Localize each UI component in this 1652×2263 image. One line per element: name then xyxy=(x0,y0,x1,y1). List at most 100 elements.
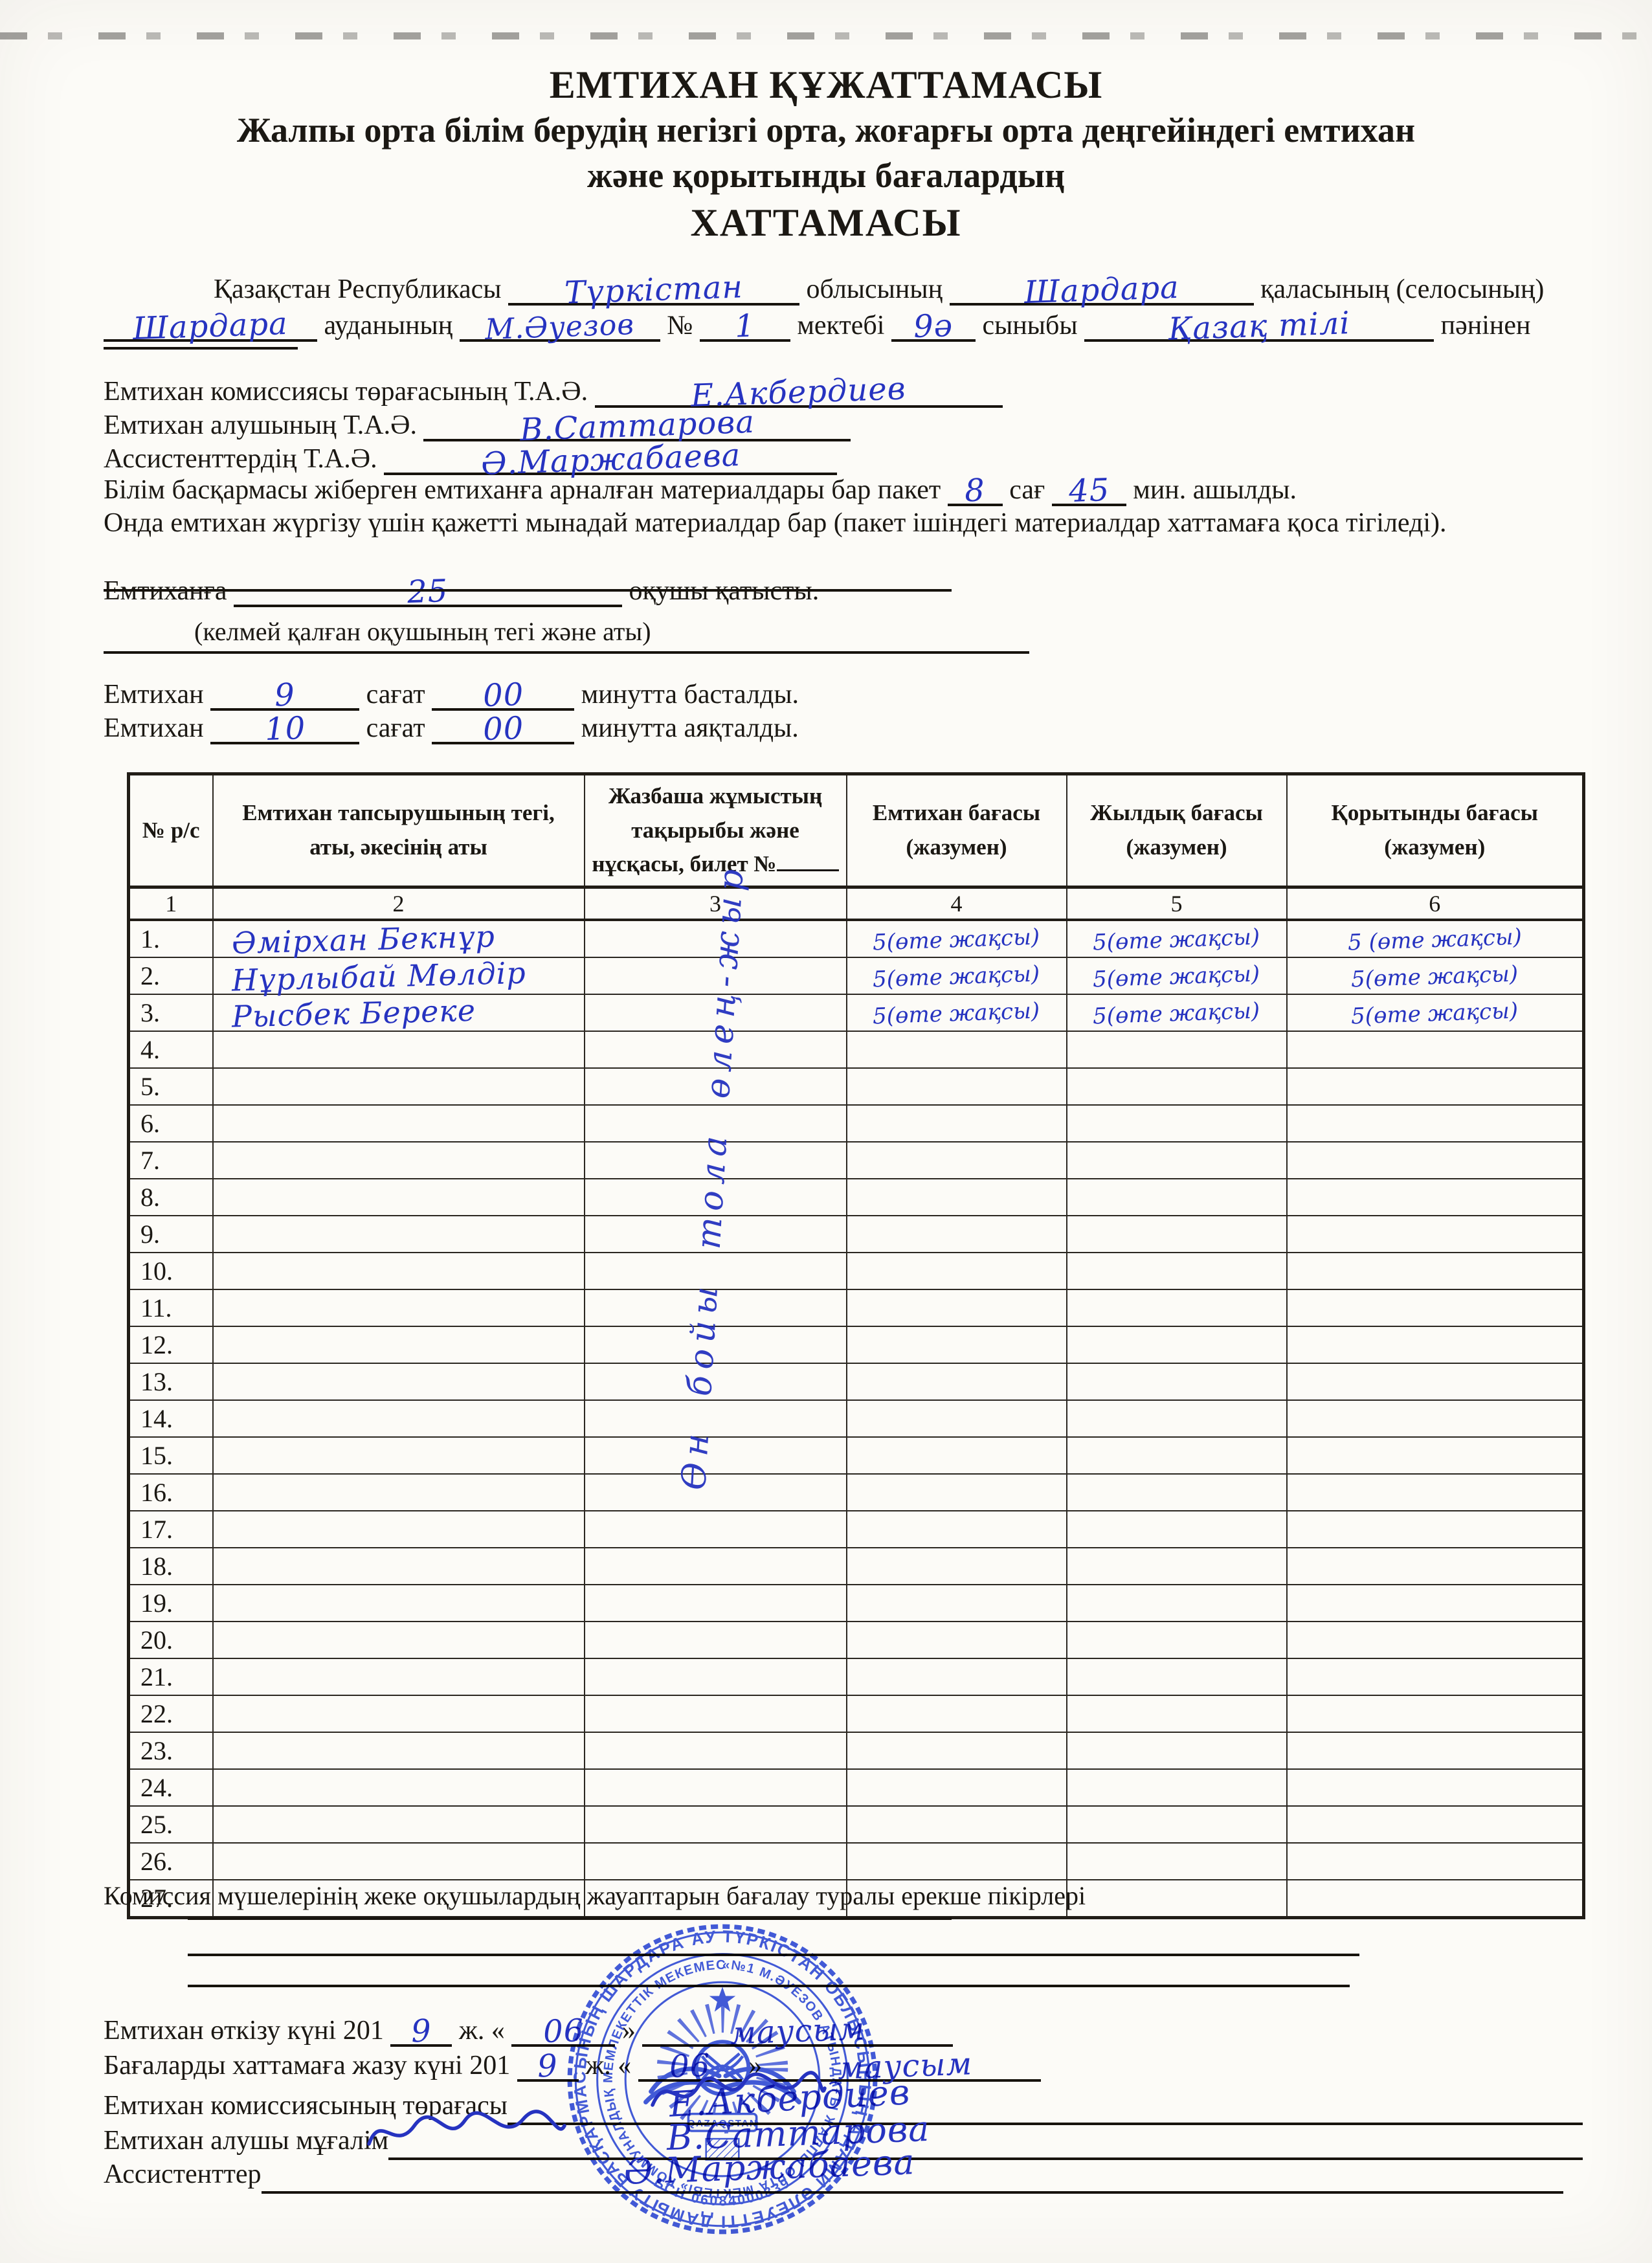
header-row-number: № р/с xyxy=(128,773,214,889)
exam-grade-cell xyxy=(845,1251,1067,1290)
city-field: Шардара xyxy=(949,269,1254,311)
line-sign-assistants: Ассистенттер Ә.Маржабаева xyxy=(104,2141,1563,2194)
row-number: 25. xyxy=(128,1805,214,1844)
exam-grade-cell xyxy=(845,1399,1067,1438)
exam-date-year: 9 xyxy=(410,2012,432,2050)
row-number: 23. xyxy=(128,1731,214,1770)
handwritten-value: 5(өте жақсы) xyxy=(1350,961,1519,993)
exam-grade-cell xyxy=(845,1473,1067,1511)
colnum-6: 6 xyxy=(1286,886,1585,921)
exam-grade-cell: 5(өте жақсы) xyxy=(845,993,1067,1032)
package-label-3: мин. ашылды. xyxy=(1133,475,1297,505)
handwritten-value: Рысбек Береке xyxy=(230,992,476,1034)
record-date-day: 06 xyxy=(669,2047,711,2086)
final-grade-cell xyxy=(1286,1768,1585,1807)
row-number: 8. xyxy=(128,1177,214,1216)
final-grade-cell xyxy=(1286,1583,1585,1622)
student-name-cell xyxy=(212,1657,585,1696)
opinions-rule-2 xyxy=(188,1954,1359,1956)
quote-open-1: « xyxy=(491,2016,505,2046)
annual-grade-cell xyxy=(1066,1325,1288,1364)
row-number: 10. xyxy=(128,1251,214,1290)
topic-cell xyxy=(583,1288,847,1327)
empty-rule-small xyxy=(104,347,298,350)
handwritten-value: 5(өте жақсы) xyxy=(872,961,1041,993)
annual-grade-cell xyxy=(1066,1768,1288,1807)
final-grade-cell xyxy=(1286,1842,1585,1880)
topic-cell xyxy=(583,1067,847,1106)
region-field: Түркістан xyxy=(508,269,800,311)
topic-cell xyxy=(583,1546,847,1585)
table-row: 1. Әмірхан Бекнұр 5(өте жақсы) 5(өте жақсы)… xyxy=(128,919,1585,961)
exam-date-day-field: 06 xyxy=(511,2012,616,2050)
package-hour-field: 8 xyxy=(947,472,1003,509)
colnum-2: 2 xyxy=(212,886,585,921)
document-title-protocol: ХАТТАМАСЫ xyxy=(690,201,962,244)
student-name-cell xyxy=(212,1325,585,1364)
handwritten-value: 5(өте жақсы) xyxy=(872,998,1041,1030)
annual-grade-cell xyxy=(1066,1030,1288,1069)
ticket-no-blank xyxy=(776,869,839,871)
row-number: 22. xyxy=(128,1694,214,1733)
topic-cell xyxy=(583,1805,847,1844)
document-subtitle-line1: Жалпы орта білім берудің негізгі орта, ж… xyxy=(236,111,1416,150)
school-label: мектебі xyxy=(797,311,885,340)
final-grade-cell xyxy=(1286,1288,1585,1327)
row-number: 4. xyxy=(128,1030,214,1069)
student-name-cell: Әмірхан Бекнұр xyxy=(212,919,585,961)
sign-chairman-rule: Е.Акбердиев xyxy=(508,2071,1583,2125)
record-date-year: 9 xyxy=(537,2047,559,2085)
student-name-cell xyxy=(212,1768,585,1807)
annual-grade-cell xyxy=(1066,1620,1288,1659)
class-label: сыныбы xyxy=(982,311,1078,340)
annual-grade-cell: 5(өте жақсы) xyxy=(1066,956,1288,995)
topic-cell xyxy=(583,1325,847,1364)
topic-cell xyxy=(583,1030,847,1069)
handwritten-value: 5(өте жақсы) xyxy=(1092,998,1261,1030)
student-name-cell xyxy=(212,1141,585,1179)
final-grade-cell xyxy=(1286,1362,1585,1401)
start-hour-value: 9 xyxy=(274,676,296,714)
grades-table: № р/с Емтихан тапсырушының тегі, аты, әк… xyxy=(127,772,1585,1919)
exam-date-month-field: маусым xyxy=(642,2011,954,2052)
line-region: Қазақстан Республикасы Түркістан облысын… xyxy=(214,269,1544,311)
examiner-label: Емтихан алушының Т.А.Ә. xyxy=(104,410,417,440)
district-field: Шардара xyxy=(104,306,317,347)
line-materials: Онда емтихан жүргізу үшін қажетті мынада… xyxy=(104,508,1447,538)
row-number: 13. xyxy=(128,1362,214,1401)
header-exam-grade: Емтихан бағасы (жазумен) xyxy=(845,773,1067,889)
column-numbers-row: 1 2 3 4 5 6 xyxy=(128,886,1585,921)
student-name-cell xyxy=(212,1878,585,1918)
table-row: 15. xyxy=(128,1436,1585,1475)
annual-grade-cell xyxy=(1066,1510,1288,1548)
empty-rule-wide xyxy=(104,651,1029,654)
topic-cell xyxy=(583,1878,847,1918)
subject-field: Қазақ тілі xyxy=(1084,305,1434,348)
final-grade-cell xyxy=(1286,1214,1585,1253)
row-number: 1. xyxy=(128,919,214,958)
exam-grade-cell xyxy=(845,1842,1067,1880)
topic-cell xyxy=(583,1214,847,1253)
end-hour-field: 10 xyxy=(210,710,360,748)
topic-cell xyxy=(583,1251,847,1290)
topic-cell xyxy=(583,1657,847,1696)
topic-cell xyxy=(583,956,847,995)
exam-grade-cell xyxy=(845,1510,1067,1548)
handwritten-value: 5 (өте жақсы) xyxy=(1347,924,1523,956)
annual-grade-cell: 5(өте жақсы) xyxy=(1066,919,1288,958)
table-row: 26. xyxy=(128,1842,1585,1880)
table-row: 14. xyxy=(128,1399,1585,1438)
topic-cell xyxy=(583,1399,847,1438)
opinions-rule-3 xyxy=(188,1985,1350,1987)
table-row: 11. xyxy=(128,1288,1585,1327)
line-district-school: Шардара ауданының М.Әуезов № 1 мектебі 9… xyxy=(104,305,1530,348)
opinions-label: Комиссия мүшелерінің жеке оқушылардың жа… xyxy=(104,1881,1086,1910)
final-grade-cell xyxy=(1286,1141,1585,1179)
chairman-label: Емтихан комиссиясы төрағасының Т.А.Ә. xyxy=(104,377,588,407)
record-date-month-field: маусым xyxy=(768,2046,1041,2087)
package-min-field: 45 xyxy=(1051,472,1126,509)
topic-cell xyxy=(583,919,847,958)
record-date-day-field: 06 xyxy=(638,2047,742,2086)
row-number: 26. xyxy=(128,1842,214,1880)
annual-grade-cell xyxy=(1066,1104,1288,1143)
